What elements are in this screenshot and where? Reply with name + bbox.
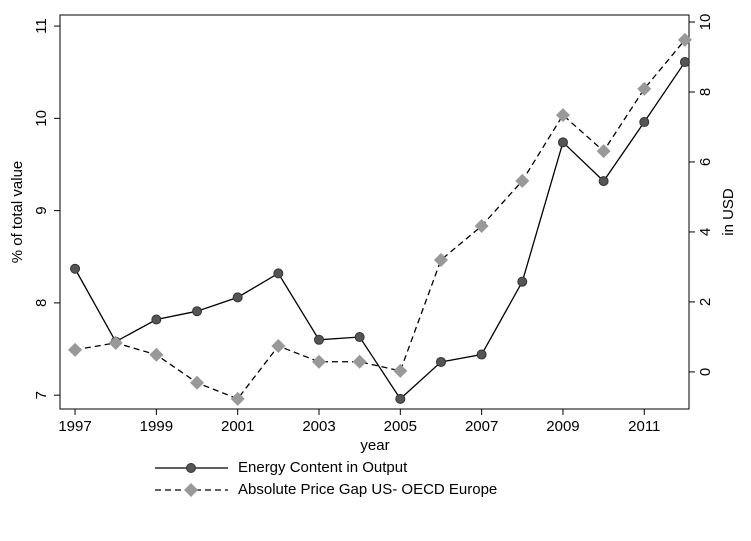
x-tick-label: 1999 [140,418,173,435]
x-tick-label: 2011 [628,418,660,435]
point [190,375,205,390]
line [74,39,686,400]
x-tick-label: 2005 [384,418,417,435]
point [393,363,408,378]
point [232,292,243,303]
point [312,354,326,369]
x-axis-label: year [360,437,389,454]
point [639,117,650,128]
point [314,334,324,345]
y-tick-label: 7 [33,391,50,399]
legend-label: Energy Content in Output [238,459,408,476]
y-tick-label: 9 [33,206,50,214]
point [149,347,164,362]
point [557,137,568,148]
point [108,335,123,350]
x-tick-label: 1997 [58,418,91,435]
x-tick-label: 2007 [465,418,498,435]
point [230,391,245,406]
point [515,173,530,188]
point [68,342,83,357]
point [352,354,367,369]
point [476,349,487,360]
y2-tick-label: 2 [697,298,714,306]
point [598,176,609,187]
x-tick-label: 2009 [546,418,579,435]
point [637,81,652,96]
point [192,306,203,317]
y2-tick-label: 0 [697,368,714,376]
y2-tick-label: 10 [697,14,714,31]
y2-tick-label: 8 [697,88,714,96]
plot-frame [59,14,690,410]
x-tick-label: 2001 [221,418,254,435]
y2-tick-label: 4 [697,228,714,236]
point [555,108,570,123]
point [271,339,286,354]
y-axis-label: % of total value [9,161,26,264]
y-tick-label: 10 [33,110,50,127]
point [433,252,448,267]
point [186,463,196,473]
y2-axis-label: in USD [720,188,737,236]
y-tick-label: 8 [33,299,50,307]
point [474,218,489,233]
point [70,263,81,274]
point [435,356,446,367]
legend-label: Absolute Price Gap US- OECD Europe [238,481,497,498]
point [184,483,198,497]
point [596,144,611,159]
y-tick-label: 11 [33,18,50,34]
point [395,393,406,404]
line [74,61,686,400]
point [679,57,690,68]
point [354,332,365,343]
point [273,268,284,279]
y2-tick-label: 6 [697,158,714,166]
x-tick-label: 2003 [302,418,335,435]
point [151,314,162,325]
point [677,32,692,47]
point [517,276,528,287]
